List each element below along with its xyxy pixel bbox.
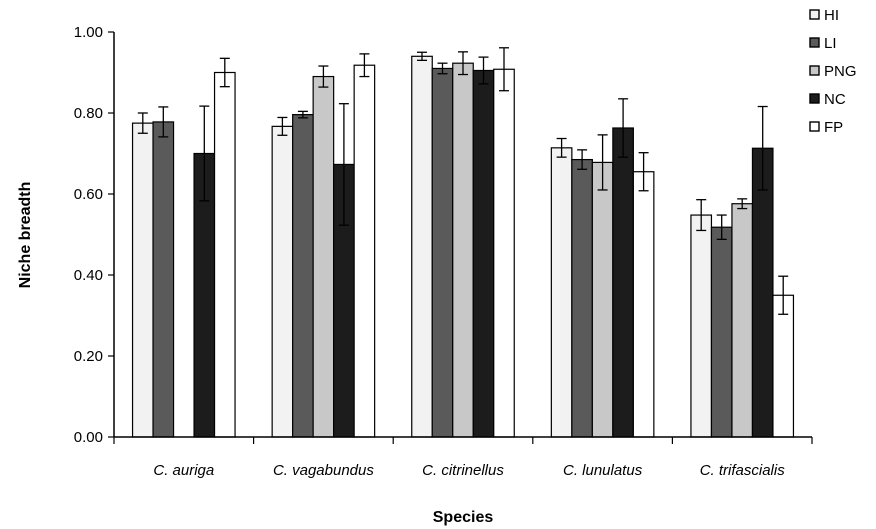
x-tick-label: C. citrinellus	[422, 462, 504, 479]
bar-hi-c-vagabundus	[271, 125, 294, 438]
legend-label: FP	[824, 119, 843, 136]
bar-fp-c-lunulatus	[632, 171, 655, 438]
bar-fp-c-citrinellus	[493, 68, 515, 438]
legend-swatch	[809, 65, 820, 76]
legend-swatch	[809, 93, 820, 104]
error-bar-li-c-vagabundus	[297, 110, 308, 119]
bar-li-c-trifascialis	[710, 226, 733, 438]
y-tick-label: 0.00	[74, 429, 103, 446]
legend-item-li: LI	[809, 35, 837, 52]
bar-png-c-lunulatus	[591, 161, 614, 438]
error-bar-nc-c-vagabundus	[338, 103, 349, 226]
y-tick-label: 0.40	[74, 267, 103, 284]
legend-item-png: PNG	[809, 63, 857, 80]
y-tick-label: 1.00	[74, 24, 103, 41]
legend-label: NC	[824, 91, 846, 108]
bar-hi-c-lunulatus	[550, 147, 573, 438]
error-bar-png-c-lunulatus	[597, 134, 608, 191]
x-axis-title: Species	[433, 509, 494, 526]
error-bar-hi-c-trifascialis	[696, 199, 707, 232]
error-bar-nc-c-auriga	[199, 105, 210, 202]
error-bar-hi-c-citrinellus	[417, 51, 427, 61]
y-tick-label: 0.60	[74, 186, 103, 203]
bar-hi-c-trifascialis	[690, 214, 713, 438]
legend-label: HI	[824, 7, 839, 24]
error-bar-nc-c-trifascialis	[757, 105, 768, 191]
error-bar-fp-c-citrinellus	[499, 47, 509, 92]
error-bar-hi-c-vagabundus	[277, 116, 288, 136]
error-bar-hi-c-auriga	[137, 112, 148, 134]
legend-swatch	[809, 9, 820, 20]
legend-item-fp: FP	[809, 119, 843, 136]
error-bar-li-c-citrinellus	[437, 62, 448, 75]
bar-hi-c-auriga	[131, 122, 154, 438]
bar-li-c-lunulatus	[571, 158, 593, 438]
error-bar-hi-c-lunulatus	[556, 137, 567, 158]
error-bar-fp-c-trifascialis	[778, 275, 789, 315]
bar-hi-c-citrinellus	[411, 55, 433, 438]
bar-nc-c-citrinellus	[472, 69, 495, 438]
bar-fp-c-trifascialis	[772, 294, 795, 438]
error-bar-nc-c-lunulatus	[618, 98, 629, 158]
error-bar-nc-c-citrinellus	[478, 56, 489, 85]
bar-png-c-citrinellus	[452, 62, 474, 438]
bar-li-c-citrinellus	[431, 67, 454, 438]
error-bar-png-c-citrinellus	[458, 51, 468, 76]
x-tick-label: C. vagabundus	[273, 462, 374, 479]
bar-fp-c-auriga	[213, 71, 236, 438]
error-bar-li-c-auriga	[158, 106, 169, 138]
error-bars-layer	[137, 47, 789, 315]
x-tick-label: C. auriga	[153, 462, 214, 479]
y-ticks-layer: 0.00 0.20 0.40 0.60 0.80 1.00	[74, 24, 114, 446]
error-bar-png-c-trifascialis	[737, 198, 748, 210]
legend-label: LI	[824, 35, 837, 52]
error-bar-li-c-lunulatus	[577, 149, 588, 170]
legend-swatch	[809, 121, 820, 132]
bar-nc-c-trifascialis	[751, 147, 774, 438]
legend-item-nc: NC	[809, 91, 846, 108]
y-tick-label: 0.20	[74, 348, 103, 365]
legend-item-hi: HI	[809, 7, 839, 24]
bar-li-c-vagabundus	[292, 114, 314, 438]
legend-label: PNG	[824, 63, 857, 80]
y-axis-title: Niche breadth	[17, 182, 34, 289]
error-bar-li-c-trifascialis	[716, 214, 727, 241]
bar-fp-c-vagabundus	[353, 64, 376, 438]
bar-png-c-trifascialis	[731, 203, 754, 438]
bar-li-c-auriga	[152, 121, 175, 438]
bar-nc-c-lunulatus	[612, 127, 634, 438]
error-bar-fp-c-vagabundus	[359, 53, 370, 78]
legend-swatch	[809, 37, 820, 48]
bar-png-c-vagabundus	[312, 75, 335, 438]
error-bar-png-c-vagabundus	[318, 65, 329, 88]
error-bar-fp-c-lunulatus	[638, 152, 649, 192]
legend: HI LI PNG NC FP	[809, 7, 857, 136]
error-bar-fp-c-auriga	[219, 57, 230, 88]
bars-layer	[131, 55, 795, 438]
x-tick-label: C. lunulatus	[563, 462, 643, 479]
x-tick-label: C. trifascialis	[700, 462, 786, 479]
x-ticks-layer: C. auriga C. vagabundus C. citrinellus C. l…	[113, 437, 813, 479]
y-tick-label: 0.80	[74, 105, 103, 122]
